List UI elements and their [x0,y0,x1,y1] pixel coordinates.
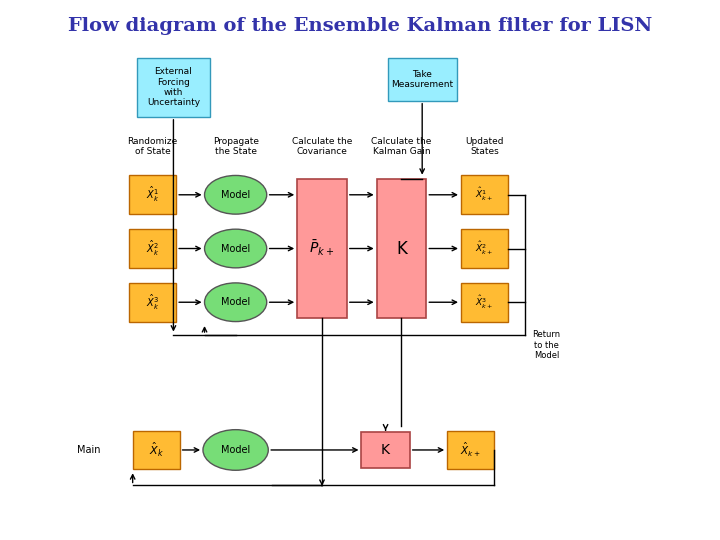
Ellipse shape [203,430,269,470]
FancyBboxPatch shape [461,229,508,268]
FancyBboxPatch shape [132,430,180,469]
FancyBboxPatch shape [461,283,508,322]
Text: Flow diagram of the Ensemble Kalman filter for LISN: Flow diagram of the Ensemble Kalman filt… [68,17,652,35]
Text: $\hat{X}_k^2$: $\hat{X}_k^2$ [146,239,159,258]
FancyBboxPatch shape [297,179,347,319]
Text: Model: Model [221,244,251,253]
FancyBboxPatch shape [138,58,210,117]
FancyBboxPatch shape [461,176,508,214]
Text: External
Forcing
with
Uncertainty: External Forcing with Uncertainty [147,68,200,107]
Text: Return
to the
Model: Return to the Model [533,330,561,360]
FancyBboxPatch shape [361,431,410,468]
Text: $\hat{X}_k^1$: $\hat{X}_k^1$ [146,185,159,205]
Text: K: K [396,240,407,258]
FancyBboxPatch shape [447,430,494,469]
Text: Model: Model [221,297,251,307]
Ellipse shape [204,229,266,268]
Text: $\hat{X}_{k+}^2$: $\hat{X}_{k+}^2$ [475,240,493,257]
Text: $\hat{X}_k^3$: $\hat{X}_k^3$ [146,293,159,312]
FancyBboxPatch shape [129,283,176,322]
Text: $\hat{X}_k$: $\hat{X}_k$ [149,441,163,459]
Text: Model: Model [221,445,251,455]
Text: $\hat{X}_{k+}$: $\hat{X}_{k+}$ [460,441,481,459]
Text: $\hat{X}_{k+}^3$: $\hat{X}_{k+}^3$ [475,294,493,311]
Text: Calculate the
Kalman Gain: Calculate the Kalman Gain [372,137,432,156]
FancyBboxPatch shape [129,176,176,214]
Text: Take
Measurement: Take Measurement [391,70,454,89]
Ellipse shape [204,283,266,322]
Text: $\bar{P}_{k+}$: $\bar{P}_{k+}$ [310,239,335,258]
Text: K: K [381,443,390,457]
Text: Randomize
of State: Randomize of State [127,137,178,156]
Text: Model: Model [221,190,251,200]
Text: Propagate
the State: Propagate the State [212,137,258,156]
Text: $\hat{X}_{k+}^1$: $\hat{X}_{k+}^1$ [475,186,493,204]
Text: Calculate the
Covariance: Calculate the Covariance [292,137,352,156]
Text: Main: Main [77,445,101,455]
FancyBboxPatch shape [129,229,176,268]
FancyBboxPatch shape [387,58,456,101]
Ellipse shape [204,176,266,214]
Text: Updated
States: Updated States [465,137,503,156]
FancyBboxPatch shape [377,179,426,319]
